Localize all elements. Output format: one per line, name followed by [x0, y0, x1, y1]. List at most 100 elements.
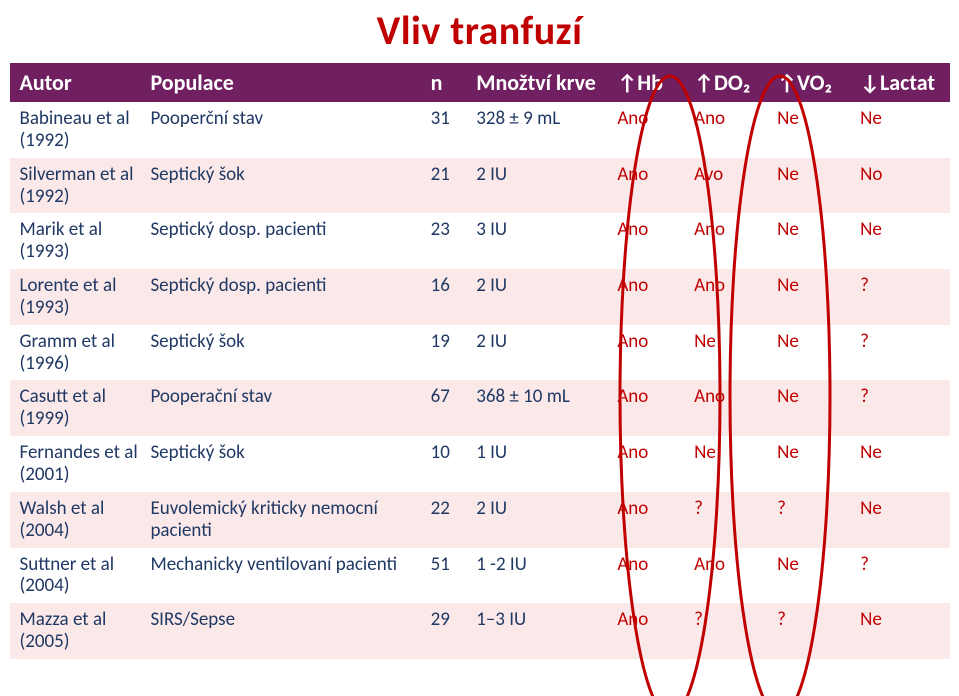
cell-hb: Ano: [613, 548, 690, 604]
cell-vo2: ?: [773, 603, 856, 659]
table-row: Casutt et al (1999)Pooperační stav67368 …: [10, 380, 950, 436]
cell-vo2: Ne: [773, 102, 856, 158]
table-row: Marik et al (1993)Septický dosp. pacient…: [10, 213, 950, 269]
cell-lac: ?: [856, 380, 949, 436]
col-vo2: ↑VO₂: [773, 63, 856, 102]
cell-n: 31: [427, 102, 473, 158]
cell-hb: Ano: [613, 158, 690, 214]
cell-do2: Ano: [690, 380, 773, 436]
table-row: Silverman et al (1992)Septický šok212 IU…: [10, 158, 950, 214]
col-do2: ↑DO₂: [690, 63, 773, 102]
cell-n: 67: [427, 380, 473, 436]
cell-populace: Septický dosp. pacienti: [146, 269, 426, 325]
cell-lac: Ne: [856, 603, 949, 659]
cell-do2: ?: [690, 492, 773, 548]
cell-do2: ?: [690, 603, 773, 659]
cell-autor: Mazza et al (2005): [10, 603, 147, 659]
cell-lac: No: [856, 158, 949, 214]
cell-populace: Euvolemický kriticky nemocní pacienti: [146, 492, 426, 548]
cell-hb: Ano: [613, 213, 690, 269]
cell-do2: Ano: [690, 269, 773, 325]
cell-hb: Ano: [613, 603, 690, 659]
table-row: Mazza et al (2005)SIRS/Sepse291–3 IUAno?…: [10, 603, 950, 659]
cell-lac: Ne: [856, 492, 949, 548]
cell-vo2: Ne: [773, 380, 856, 436]
col-populace: Populace: [146, 63, 426, 102]
cell-n: 22: [427, 492, 473, 548]
table-row: Walsh et al (2004)Euvolemický kriticky n…: [10, 492, 950, 548]
col-autor: Autor: [10, 63, 147, 102]
cell-autor: Casutt et al (1999): [10, 380, 147, 436]
cell-hb: Ano: [613, 269, 690, 325]
cell-hb: Ano: [613, 436, 690, 492]
cell-n: 51: [427, 548, 473, 604]
cell-hb: Ano: [613, 492, 690, 548]
cell-autor: Silverman et al (1992): [10, 158, 147, 214]
table-row: Babineau et al (1992)Pooperční stav31328…: [10, 102, 950, 158]
cell-n: 10: [427, 436, 473, 492]
cell-autor: Gramm et al (1996): [10, 325, 147, 381]
cell-mnozstvi: 1 IU: [472, 436, 613, 492]
cell-n: 23: [427, 213, 473, 269]
cell-autor: Marik et al (1993): [10, 213, 147, 269]
cell-vo2: Ne: [773, 548, 856, 604]
cell-do2: Ano: [690, 102, 773, 158]
cell-autor: Lorente et al (1993): [10, 269, 147, 325]
cell-lac: Ne: [856, 102, 949, 158]
cell-populace: SIRS/Sepse: [146, 603, 426, 659]
cell-n: 16: [427, 269, 473, 325]
cell-vo2: Ne: [773, 213, 856, 269]
cell-populace: Septický šok: [146, 325, 426, 381]
cell-vo2: Ne: [773, 269, 856, 325]
cell-vo2: ?: [773, 492, 856, 548]
cell-autor: Suttner et al (2004): [10, 548, 147, 604]
cell-populace: Septický šok: [146, 158, 426, 214]
cell-populace: Pooperační stav: [146, 380, 426, 436]
col-n: n: [427, 63, 473, 102]
cell-do2: Ano: [690, 213, 773, 269]
cell-autor: Babineau et al (1992): [10, 102, 147, 158]
cell-populace: Septický šok: [146, 436, 426, 492]
cell-populace: Pooperční stav: [146, 102, 426, 158]
col-hb: ↑Hb: [613, 63, 690, 102]
cell-mnozstvi: 2 IU: [472, 269, 613, 325]
cell-do2: Ne: [690, 325, 773, 381]
cell-lac: ?: [856, 269, 949, 325]
cell-hb: Ano: [613, 380, 690, 436]
table-header-row: Autor Populace n Množtví krve ↑Hb ↑DO₂ ↑…: [10, 63, 950, 102]
cell-vo2: Ne: [773, 325, 856, 381]
cell-mnozstvi: 3 IU: [472, 213, 613, 269]
cell-vo2: Ne: [773, 158, 856, 214]
cell-hb: Ano: [613, 325, 690, 381]
table-row: Gramm et al (1996)Septický šok192 IUAnoN…: [10, 325, 950, 381]
cell-mnozstvi: 2 IU: [472, 492, 613, 548]
cell-do2: Ne: [690, 436, 773, 492]
cell-mnozstvi: 2 IU: [472, 158, 613, 214]
col-mnozstvi: Množtví krve: [472, 63, 613, 102]
table-row: Suttner et al (2004)Mechanicky ventilova…: [10, 548, 950, 604]
table-row: Lorente et al (1993)Septický dosp. pacie…: [10, 269, 950, 325]
cell-vo2: Ne: [773, 436, 856, 492]
cell-do2: Ano: [690, 548, 773, 604]
cell-lac: Ne: [856, 213, 949, 269]
cell-n: 21: [427, 158, 473, 214]
slide-title: Vliv tranfuzí: [0, 6, 959, 55]
cell-mnozstvi: 328 ± 9 mL: [472, 102, 613, 158]
cell-mnozstvi: 1 -2 IU: [472, 548, 613, 604]
cell-n: 19: [427, 325, 473, 381]
cell-lac: Ne: [856, 436, 949, 492]
cell-populace: Mechanicky ventilovaní pacienti: [146, 548, 426, 604]
cell-do2: Avo: [690, 158, 773, 214]
cell-n: 29: [427, 603, 473, 659]
data-table: Autor Populace n Množtví krve ↑Hb ↑DO₂ ↑…: [10, 63, 950, 659]
cell-autor: Fernandes et al (2001): [10, 436, 147, 492]
cell-mnozstvi: 1–3 IU: [472, 603, 613, 659]
cell-populace: Septický dosp. pacienti: [146, 213, 426, 269]
cell-lac: ?: [856, 548, 949, 604]
cell-hb: Ano: [613, 102, 690, 158]
table-row: Fernandes et al (2001)Septický šok101 IU…: [10, 436, 950, 492]
col-lactat: ↓Lactat: [856, 63, 949, 102]
cell-mnozstvi: 368 ± 10 mL: [472, 380, 613, 436]
cell-autor: Walsh et al (2004): [10, 492, 147, 548]
cell-mnozstvi: 2 IU: [472, 325, 613, 381]
